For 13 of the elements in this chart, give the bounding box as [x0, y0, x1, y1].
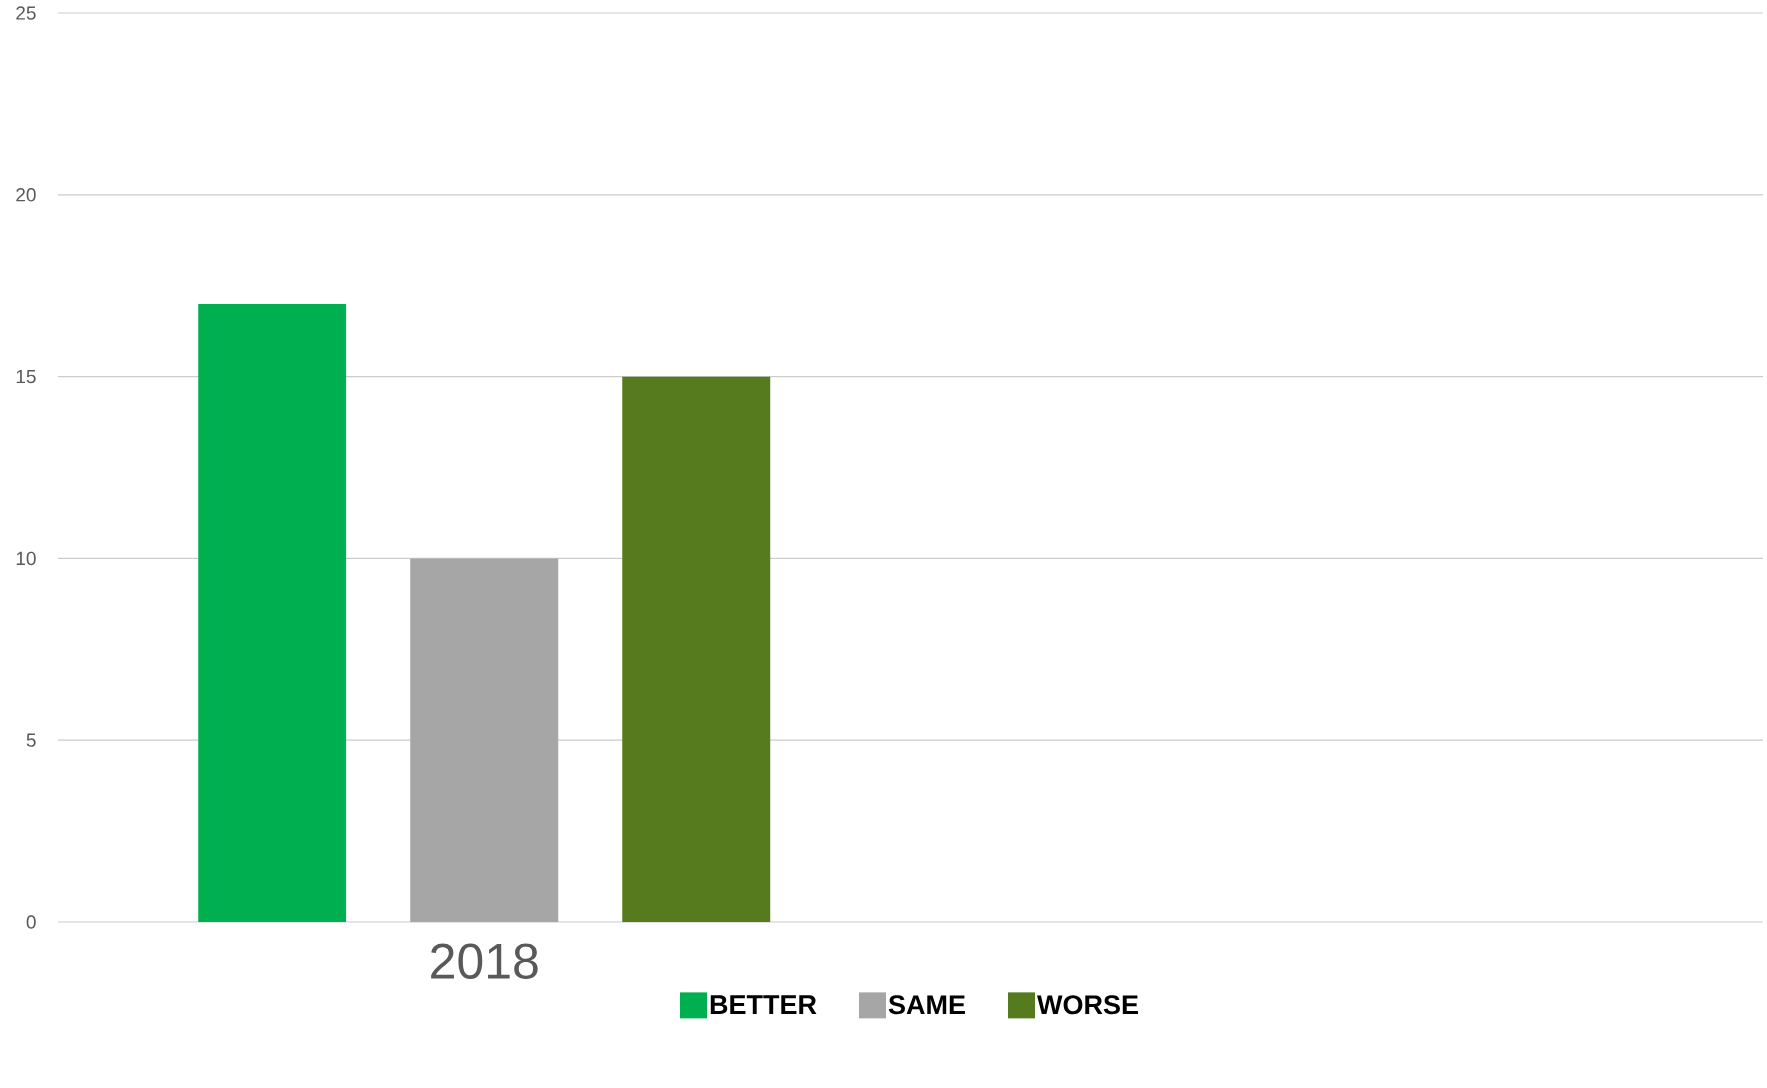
y-tick-label: 5 — [26, 733, 36, 747]
y-tick-label: 15 — [16, 369, 36, 384]
y-tick-label: 10 — [16, 551, 36, 566]
legend-label: BETTER — [710, 995, 817, 1014]
y-tick-label: 20 — [16, 188, 36, 202]
legend-label: SAME — [888, 995, 965, 1015]
bar — [198, 303, 347, 922]
x-tick-label: 2018 — [431, 943, 538, 979]
legend-label: WORSE — [1037, 995, 1138, 1015]
bar — [410, 558, 559, 922]
y-tick-label: 0 — [26, 915, 36, 929]
bar — [622, 376, 771, 922]
y-tick-label: 25 — [16, 6, 36, 20]
